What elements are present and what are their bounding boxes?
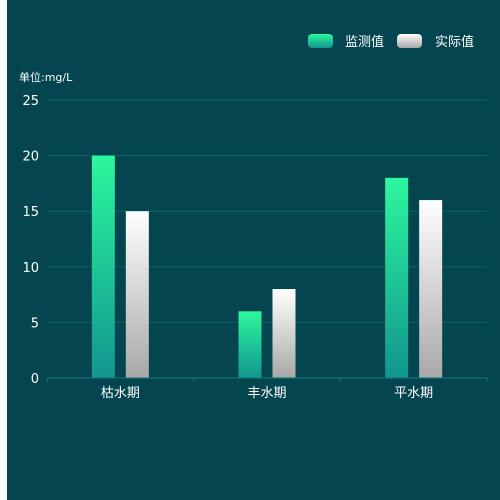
- bar-actual-0[interactable]: [125, 211, 149, 378]
- y-tick-label: 25: [22, 94, 39, 109]
- legend-item-monitored[interactable]: 监测值: [308, 34, 384, 50]
- y-tick-label: 5: [31, 316, 39, 331]
- x-category-label: 枯水期: [101, 386, 140, 401]
- x-category-label: 平水期: [394, 386, 433, 401]
- legend-swatch: [397, 34, 422, 48]
- legend[interactable]: 监测值 实际值: [308, 34, 474, 50]
- bar-actual-1[interactable]: [272, 289, 296, 378]
- bar-chart: 0 5 10 15 20 25 枯水期 丰水期 平水期 监测值 实际值 单位:mg/L: [19, 34, 488, 401]
- y-tick-label: 0: [31, 372, 39, 387]
- x-category-label: 丰水期: [247, 386, 286, 401]
- legend-swatch: [308, 34, 333, 48]
- bar-monitored-2[interactable]: [385, 177, 409, 378]
- bar-monitored-1[interactable]: [238, 311, 262, 378]
- legend-label: 实际值: [435, 34, 474, 50]
- axis-layer: 0 5 10 15 20 25 枯水期 丰水期 平水期: [22, 94, 488, 401]
- y-tick-label: 20: [22, 150, 39, 165]
- bar-actual-2[interactable]: [419, 200, 443, 378]
- bars-layer: [91, 155, 443, 378]
- legend-label: 监测值: [345, 34, 384, 50]
- chart-panel: 0 5 10 15 20 25 枯水期 丰水期 平水期 监测值 实际值 单位:mg/L: [7, 0, 500, 500]
- bar-monitored-0[interactable]: [91, 155, 115, 378]
- y-tick-label: 15: [22, 205, 39, 220]
- y-tick-label: 10: [22, 261, 39, 276]
- y-axis-unit-label: 单位:mg/L: [19, 70, 73, 84]
- legend-item-actual[interactable]: 实际值: [397, 34, 474, 50]
- grid-layer: [47, 99, 487, 323]
